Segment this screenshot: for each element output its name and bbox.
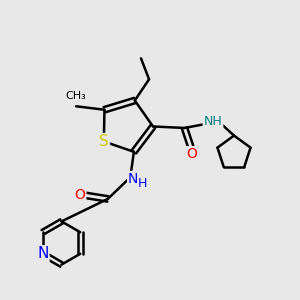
Text: O: O: [187, 147, 197, 161]
Text: O: O: [74, 188, 85, 202]
Text: N: N: [128, 172, 139, 186]
Text: N: N: [37, 246, 49, 261]
Text: S: S: [99, 134, 109, 149]
Text: NH: NH: [204, 115, 222, 128]
Text: CH₃: CH₃: [66, 91, 86, 101]
Text: H: H: [138, 177, 148, 190]
